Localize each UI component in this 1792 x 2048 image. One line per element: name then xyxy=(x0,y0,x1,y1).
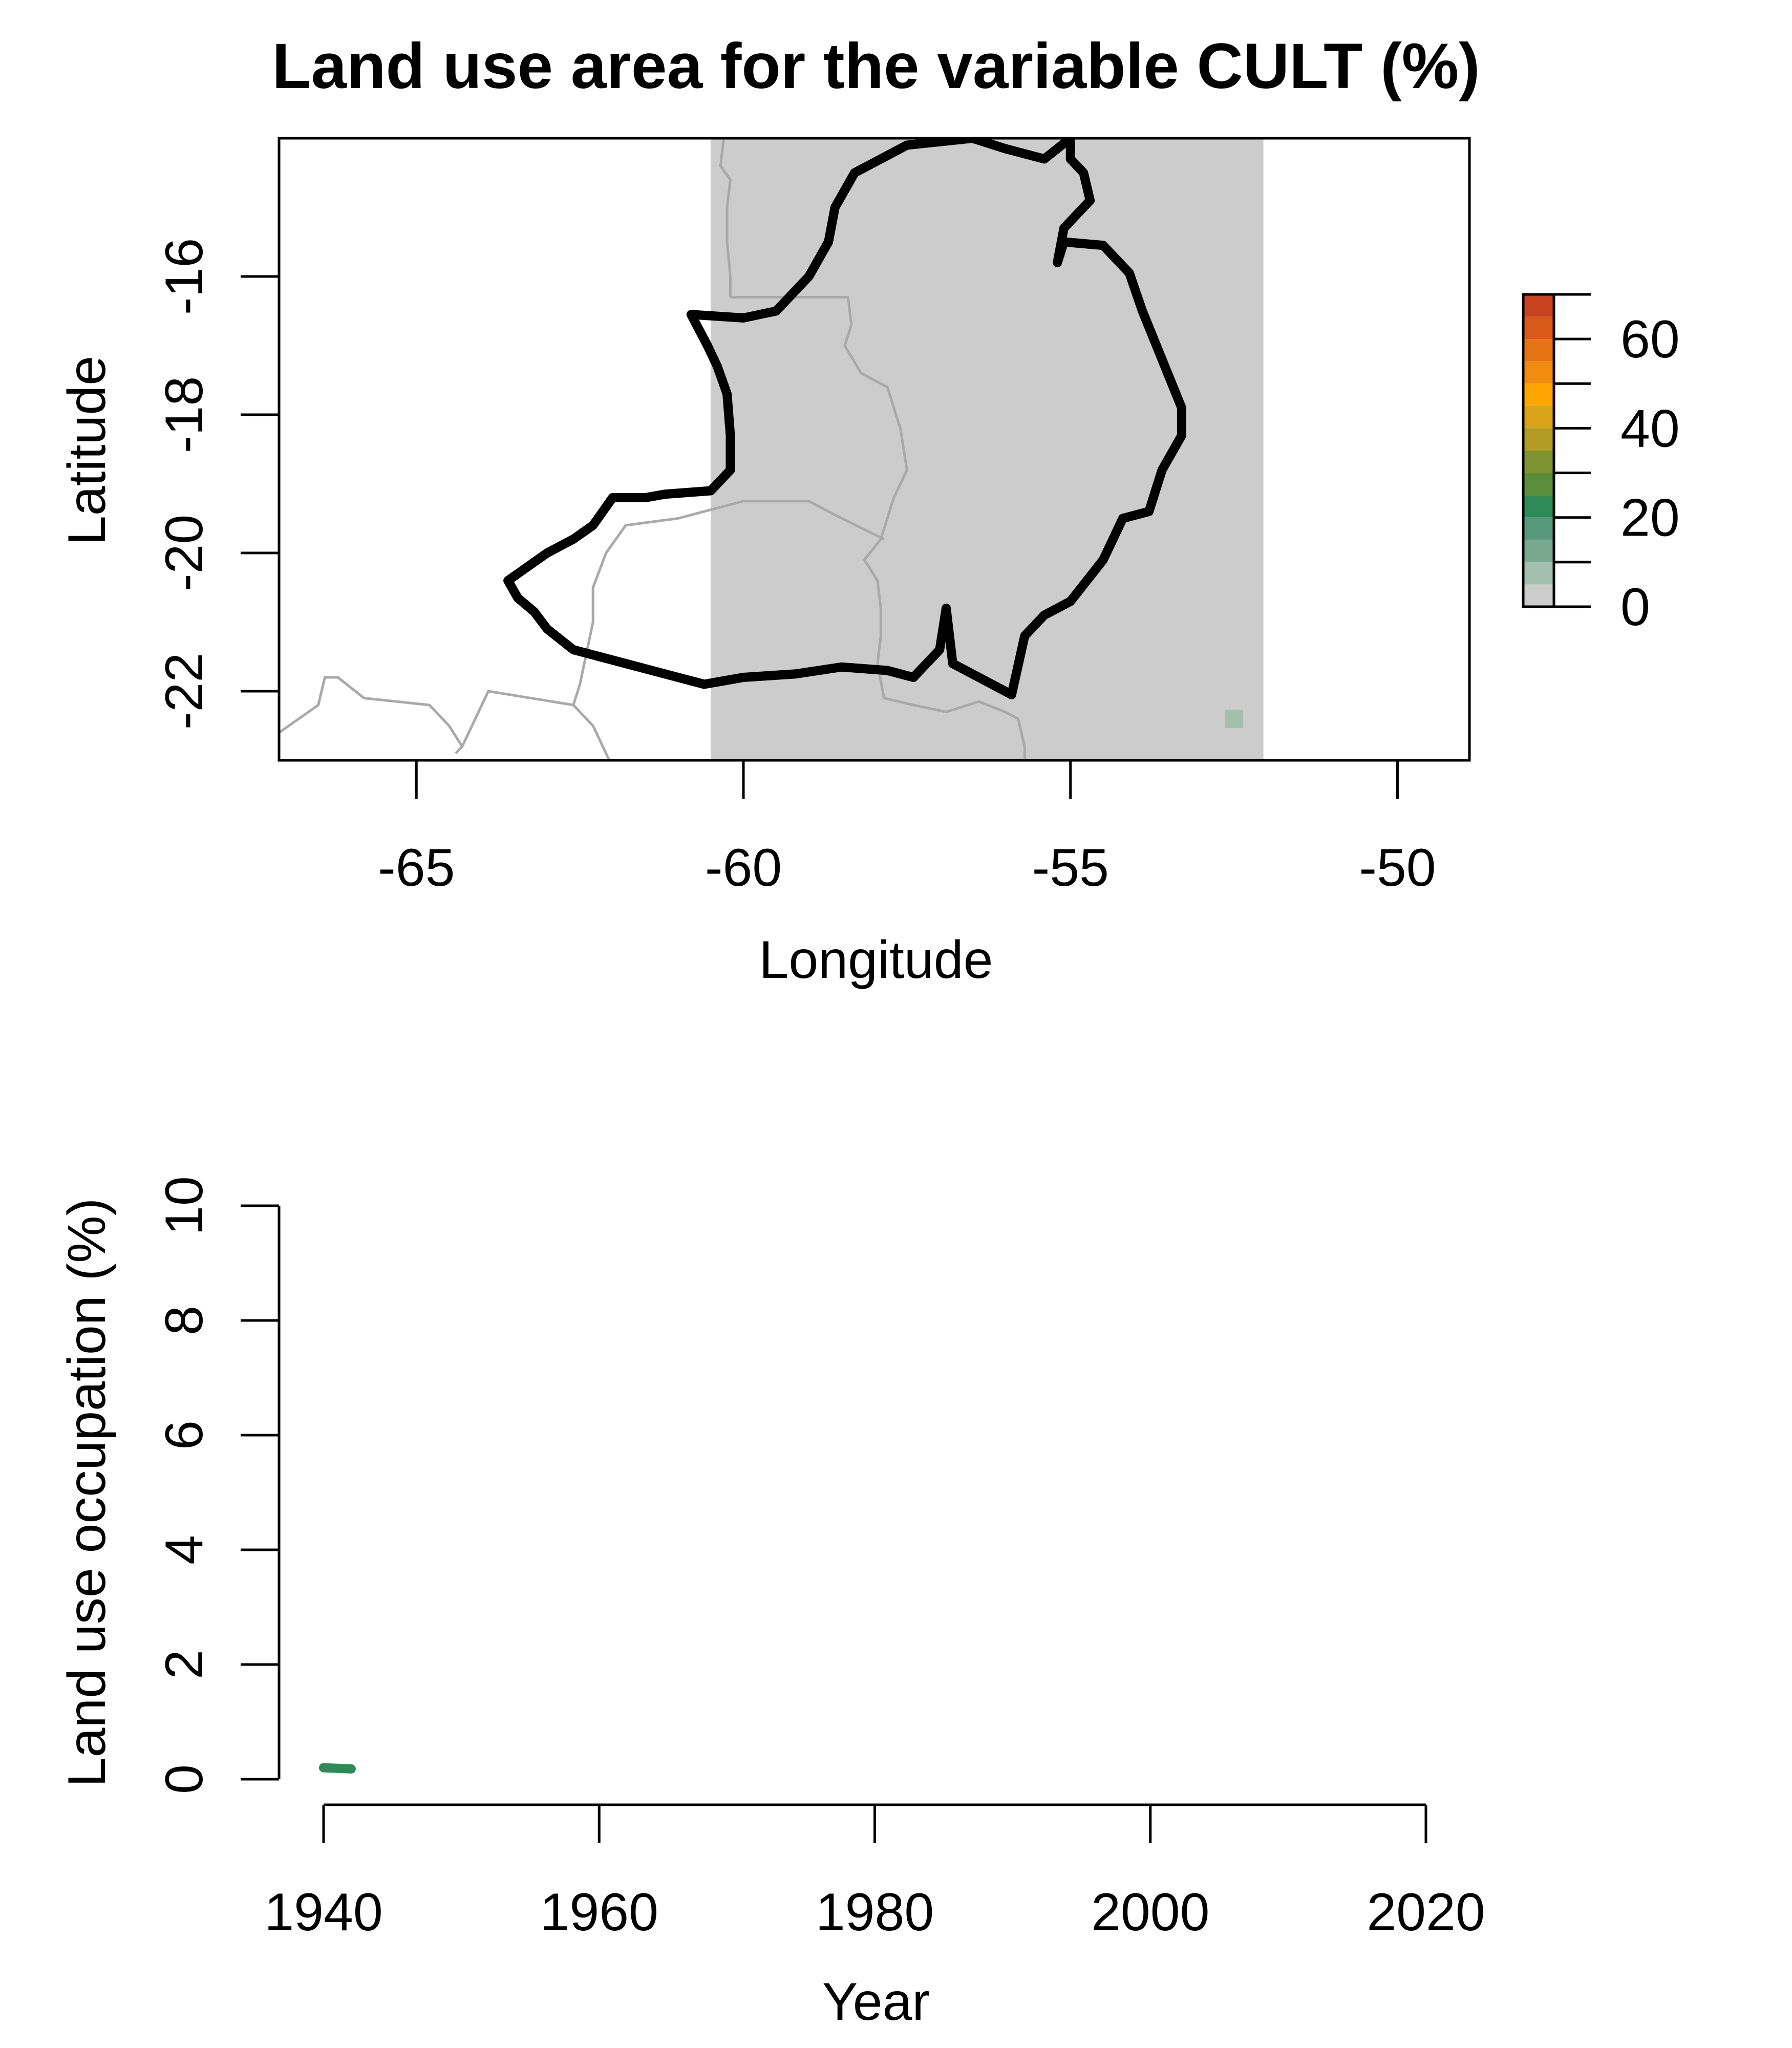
map-x-axis-label: Longitude xyxy=(759,930,993,990)
map-y-tick-label: -22 xyxy=(155,653,214,730)
legend-tick-label: 20 xyxy=(1620,488,1680,548)
legend-color-bin xyxy=(1523,540,1554,562)
legend-tick-label: 0 xyxy=(1620,578,1650,637)
raster-zero-area xyxy=(711,138,1264,760)
timeseries-y-tick-label: 4 xyxy=(155,1535,214,1565)
legend-tick-label: 40 xyxy=(1620,399,1680,458)
timeseries-x-tick-label: 1940 xyxy=(264,1883,382,1942)
timeseries-y-axis-label: Land use occupation (%) xyxy=(57,1198,117,1787)
legend-color-bin xyxy=(1523,584,1554,607)
legend-frame xyxy=(1522,293,1555,608)
legend-color-bin xyxy=(1523,495,1554,518)
timeseries-plot-area xyxy=(319,1763,356,1774)
map-y-tick-label: -16 xyxy=(155,238,214,315)
map-x-tick-label: -50 xyxy=(1359,838,1436,898)
timeseries-x-tick-label: 1980 xyxy=(816,1883,934,1942)
map-x-tick-label: -60 xyxy=(705,838,782,898)
timeseries-x-axis-label: Year xyxy=(822,1972,930,2032)
map-y-tick-label: -18 xyxy=(155,376,214,453)
border-line xyxy=(730,296,1026,760)
timeseries-x-tick-label: 2020 xyxy=(1367,1883,1485,1942)
legend-color-bin xyxy=(1523,361,1554,384)
map-y-axis-label: Latitude xyxy=(57,356,117,545)
basin-outline xyxy=(503,138,1186,699)
series-point xyxy=(319,1763,328,1773)
legend-tick-label: 60 xyxy=(1620,310,1680,369)
legend-color-bin xyxy=(1523,428,1554,451)
legend-color-bin xyxy=(1523,294,1554,317)
legend-color-bin xyxy=(1523,517,1554,540)
color-legend: 0 20 40 60 xyxy=(1522,293,1680,637)
border-line xyxy=(719,138,732,297)
border-line xyxy=(279,676,463,748)
map-plot-area xyxy=(279,138,1264,760)
map-title: Land use area for the variable CULT (%) xyxy=(272,31,1480,102)
legend-color-bin xyxy=(1523,339,1554,361)
timeseries-y-tick-label: 2 xyxy=(155,1650,214,1679)
map-x-tick-label: -55 xyxy=(1032,838,1109,898)
legend-color-bin xyxy=(1523,316,1554,339)
map-frame xyxy=(278,137,1471,762)
series-point xyxy=(332,1763,342,1773)
timeseries-y-tick-label: 8 xyxy=(155,1306,214,1335)
legend-color-bin xyxy=(1523,383,1554,406)
map-y-tick-label: -20 xyxy=(155,515,214,591)
timeseries-y-tick-label: 6 xyxy=(155,1420,214,1450)
border-line xyxy=(455,690,574,755)
map-x-tick-label: -65 xyxy=(378,838,455,898)
timeseries-y-tick-label: 0 xyxy=(155,1764,214,1794)
series-point xyxy=(346,1764,356,1774)
map-axes: -65 -60 -55 -50 -16 -18 -20 -22 xyxy=(155,238,1436,898)
raster-cell xyxy=(1225,710,1244,728)
timeseries-y-tick-label: 10 xyxy=(155,1176,214,1235)
timeseries-x-tick-label: 1960 xyxy=(540,1883,658,1942)
legend-color-bin xyxy=(1523,562,1554,585)
legend-color-bin xyxy=(1523,473,1554,496)
timeseries-axes: 1940 1960 1980 2000 2020 0 2 4 6 8 10 xyxy=(155,1176,1485,1942)
timeseries-x-tick-label: 2000 xyxy=(1091,1883,1209,1942)
legend-color-bin xyxy=(1523,406,1554,429)
legend-color-bin xyxy=(1523,451,1554,473)
